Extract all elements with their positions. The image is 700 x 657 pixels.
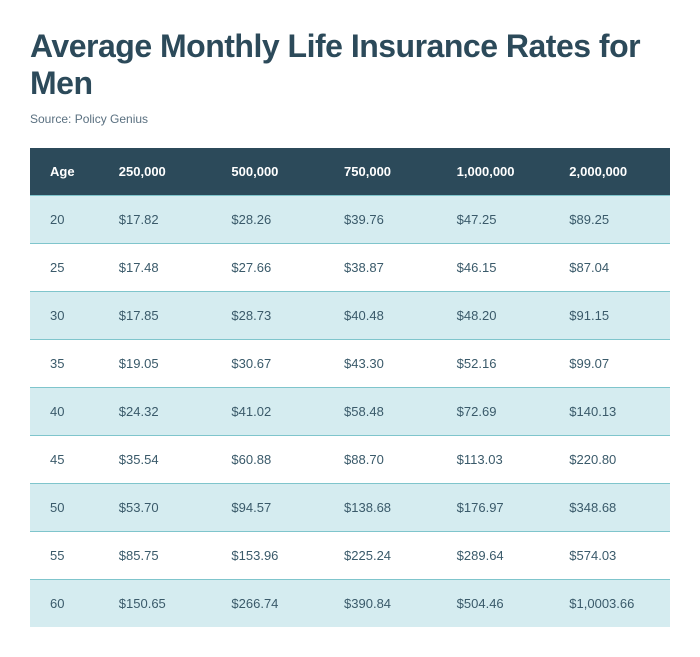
table-cell: $48.20 bbox=[445, 291, 558, 339]
table-cell: $1,0003.66 bbox=[557, 579, 670, 627]
table-cell: $60.88 bbox=[219, 435, 332, 483]
table-cell: $225.24 bbox=[332, 531, 445, 579]
table-cell: 45 bbox=[30, 435, 107, 483]
table-cell: $41.02 bbox=[219, 387, 332, 435]
col-header-250k: 250,000 bbox=[107, 148, 220, 196]
table-cell: $52.16 bbox=[445, 339, 558, 387]
table-cell: $390.84 bbox=[332, 579, 445, 627]
table-row: 55$85.75$153.96$225.24$289.64$574.03 bbox=[30, 531, 670, 579]
table-row: 45$35.54$60.88$88.70$113.03$220.80 bbox=[30, 435, 670, 483]
table-cell: 40 bbox=[30, 387, 107, 435]
table-cell: $113.03 bbox=[445, 435, 558, 483]
col-header-750k: 750,000 bbox=[332, 148, 445, 196]
table-cell: 25 bbox=[30, 243, 107, 291]
table-cell: $46.15 bbox=[445, 243, 558, 291]
table-row: 40$24.32$41.02$58.48$72.69$140.13 bbox=[30, 387, 670, 435]
table-cell: $17.85 bbox=[107, 291, 220, 339]
table-cell: $43.30 bbox=[332, 339, 445, 387]
table-cell: 60 bbox=[30, 579, 107, 627]
table-cell: $28.26 bbox=[219, 195, 332, 243]
rates-table: Age 250,000 500,000 750,000 1,000,000 2,… bbox=[30, 148, 670, 627]
table-row: 20$17.82$28.26$39.76$47.25$89.25 bbox=[30, 195, 670, 243]
table-cell: $88.70 bbox=[332, 435, 445, 483]
table-cell: $24.32 bbox=[107, 387, 220, 435]
table-cell: $150.65 bbox=[107, 579, 220, 627]
table-cell: $28.73 bbox=[219, 291, 332, 339]
table-row: 35$19.05$30.67$43.30$52.16$99.07 bbox=[30, 339, 670, 387]
table-cell: $85.75 bbox=[107, 531, 220, 579]
table-cell: $91.15 bbox=[557, 291, 670, 339]
col-header-1m: 1,000,000 bbox=[445, 148, 558, 196]
table-cell: 30 bbox=[30, 291, 107, 339]
table-cell: $30.67 bbox=[219, 339, 332, 387]
table-cell: $266.74 bbox=[219, 579, 332, 627]
table-cell: $17.82 bbox=[107, 195, 220, 243]
col-header-age: Age bbox=[30, 148, 107, 196]
table-row: 25$17.48$27.66$38.87$46.15$87.04 bbox=[30, 243, 670, 291]
table-row: 30$17.85$28.73$40.48$48.20$91.15 bbox=[30, 291, 670, 339]
table-cell: 50 bbox=[30, 483, 107, 531]
table-cell: $17.48 bbox=[107, 243, 220, 291]
table-cell: $153.96 bbox=[219, 531, 332, 579]
table-cell: $504.46 bbox=[445, 579, 558, 627]
table-cell: $348.68 bbox=[557, 483, 670, 531]
table-header-row: Age 250,000 500,000 750,000 1,000,000 2,… bbox=[30, 148, 670, 196]
table-cell: $72.69 bbox=[445, 387, 558, 435]
table-cell: $58.48 bbox=[332, 387, 445, 435]
table-cell: $89.25 bbox=[557, 195, 670, 243]
table-row: 50$53.70$94.57$138.68$176.97$348.68 bbox=[30, 483, 670, 531]
table-cell: $27.66 bbox=[219, 243, 332, 291]
table-cell: $574.03 bbox=[557, 531, 670, 579]
table-cell: $99.07 bbox=[557, 339, 670, 387]
source-label: Source: Policy Genius bbox=[30, 112, 670, 126]
table-cell: $94.57 bbox=[219, 483, 332, 531]
table-cell: $40.48 bbox=[332, 291, 445, 339]
col-header-2m: 2,000,000 bbox=[557, 148, 670, 196]
table-cell: $289.64 bbox=[445, 531, 558, 579]
table-cell: $35.54 bbox=[107, 435, 220, 483]
table-cell: 20 bbox=[30, 195, 107, 243]
table-cell: $176.97 bbox=[445, 483, 558, 531]
table-cell: $19.05 bbox=[107, 339, 220, 387]
table-cell: 55 bbox=[30, 531, 107, 579]
table-cell: $39.76 bbox=[332, 195, 445, 243]
page-title: Average Monthly Life Insurance Rates for… bbox=[30, 28, 670, 102]
table-cell: $87.04 bbox=[557, 243, 670, 291]
table-cell: $53.70 bbox=[107, 483, 220, 531]
table-cell: $220.80 bbox=[557, 435, 670, 483]
table-row: 60$150.65$266.74$390.84$504.46$1,0003.66 bbox=[30, 579, 670, 627]
table-cell: $47.25 bbox=[445, 195, 558, 243]
col-header-500k: 500,000 bbox=[219, 148, 332, 196]
table-cell: $38.87 bbox=[332, 243, 445, 291]
table-cell: $140.13 bbox=[557, 387, 670, 435]
table-cell: $138.68 bbox=[332, 483, 445, 531]
table-body: 20$17.82$28.26$39.76$47.25$89.2525$17.48… bbox=[30, 195, 670, 627]
table-cell: 35 bbox=[30, 339, 107, 387]
